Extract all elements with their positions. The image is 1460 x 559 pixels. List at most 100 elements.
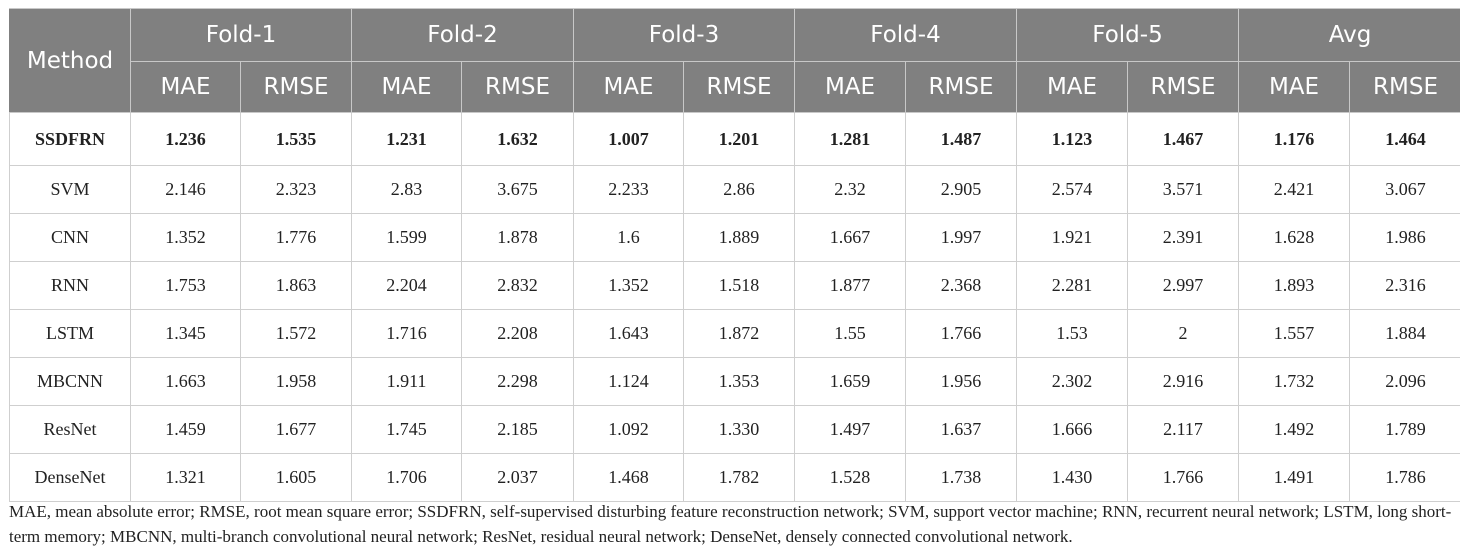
rmse-cell: 2.298 <box>461 357 574 406</box>
table-row: SSDFRN 1.236 1.535 1.231 1.632 1.007 1.201 1.28… <box>9 112 1460 166</box>
rmse-cell: 1.518 <box>683 261 795 310</box>
results-table-container: Method Fold-1 Fold-2 Fold-3 Fold-4 Fold-… <box>9 8 1460 502</box>
rmse-cell: 2.916 <box>1127 357 1239 406</box>
rmse-cell: 1.986 <box>1348 213 1460 262</box>
rmse-cell: 1.997 <box>905 213 1017 262</box>
mae-cell: 2.421 <box>1238 165 1350 214</box>
mae-cell: 1.352 <box>130 213 241 262</box>
rmse-cell: 2.905 <box>905 165 1017 214</box>
mae-cell: 1.492 <box>1238 405 1350 454</box>
rmse-cell: 1.464 <box>1348 112 1460 166</box>
rmse-cell: 1.632 <box>461 112 574 166</box>
mae-cell: 1.666 <box>1016 405 1128 454</box>
rmse-cell: 2.316 <box>1348 261 1460 310</box>
mae-cell: 2.32 <box>794 165 906 214</box>
table-row: ResNet 1.459 1.677 1.745 2.185 1.092 1.330 1.49… <box>9 405 1460 454</box>
mae-cell: 1.231 <box>351 112 462 166</box>
group-header-fold-4: Fold-4 <box>794 8 1017 62</box>
mae-cell: 1.321 <box>130 453 241 502</box>
rmse-cell: 2.368 <box>905 261 1017 310</box>
mae-cell: 1.921 <box>1016 213 1128 262</box>
table-header: Method Fold-1 Fold-2 Fold-3 Fold-4 Fold-… <box>9 8 1460 113</box>
mae-cell: 1.893 <box>1238 261 1350 310</box>
rmse-cell: 1.863 <box>240 261 352 310</box>
mae-cell: 1.663 <box>130 357 241 406</box>
rmse-cell: 2.997 <box>1127 261 1239 310</box>
mae-cell: 2.233 <box>573 165 684 214</box>
mae-cell: 1.667 <box>794 213 906 262</box>
rmse-cell: 1.353 <box>683 357 795 406</box>
mae-cell: 1.123 <box>1016 112 1128 166</box>
mae-cell: 1.643 <box>573 309 684 358</box>
subheader-rmse: RMSE <box>1127 61 1239 113</box>
mae-cell: 1.706 <box>351 453 462 502</box>
group-header-fold-2: Fold-2 <box>351 8 574 62</box>
mae-cell: 1.557 <box>1238 309 1350 358</box>
mae-cell: 1.53 <box>1016 309 1128 358</box>
mae-cell: 1.716 <box>351 309 462 358</box>
group-header-fold-1: Fold-1 <box>130 8 352 62</box>
method-cell: DenseNet <box>9 453 131 502</box>
subheader-rmse: RMSE <box>240 61 352 113</box>
rmse-cell: 1.872 <box>683 309 795 358</box>
mae-cell: 1.55 <box>794 309 906 358</box>
mae-cell: 1.528 <box>794 453 906 502</box>
rmse-cell: 1.201 <box>683 112 795 166</box>
mae-cell: 1.236 <box>130 112 241 166</box>
results-table: Method Fold-1 Fold-2 Fold-3 Fold-4 Fold-… <box>9 8 1460 502</box>
mae-cell: 2.204 <box>351 261 462 310</box>
mae-cell: 1.753 <box>130 261 241 310</box>
rmse-cell: 2.185 <box>461 405 574 454</box>
rmse-cell: 2.037 <box>461 453 574 502</box>
table-body: SSDFRN 1.236 1.535 1.231 1.632 1.007 1.201 1.28… <box>9 112 1460 502</box>
table-row: LSTM 1.345 1.572 1.716 2.208 1.643 1.872 1.55 1.… <box>9 309 1460 358</box>
rmse-cell: 1.535 <box>240 112 352 166</box>
mae-cell: 1.281 <box>794 112 906 166</box>
method-cell: MBCNN <box>9 357 131 406</box>
table-row: CNN 1.352 1.776 1.599 1.878 1.6 1.889 1.667 1.99… <box>9 213 1460 262</box>
rmse-cell: 3.067 <box>1348 165 1460 214</box>
rmse-cell: 1.878 <box>461 213 574 262</box>
table-row: RNN 1.753 1.863 2.204 2.832 1.352 1.518 1.877 2.… <box>9 261 1460 310</box>
table-row: DenseNet 1.321 1.605 1.706 2.037 1.468 1.782 1.… <box>9 453 1460 502</box>
rmse-cell: 1.958 <box>240 357 352 406</box>
mae-cell: 2.574 <box>1016 165 1128 214</box>
rmse-cell: 2.323 <box>240 165 352 214</box>
mae-cell: 1.124 <box>573 357 684 406</box>
group-header-fold-3: Fold-3 <box>573 8 795 62</box>
rmse-cell: 1.738 <box>905 453 1017 502</box>
subheader-mae: MAE <box>1238 61 1350 113</box>
mae-cell: 1.092 <box>573 405 684 454</box>
table-row: SVM 2.146 2.323 2.83 3.675 2.233 2.86 2.32 2.905… <box>9 165 1460 214</box>
mae-cell: 1.911 <box>351 357 462 406</box>
method-header: Method <box>9 8 131 113</box>
rmse-cell: 2.208 <box>461 309 574 358</box>
mae-cell: 1.732 <box>1238 357 1350 406</box>
subheader-mae: MAE <box>130 61 241 113</box>
rmse-cell: 1.776 <box>240 213 352 262</box>
mae-cell: 2.83 <box>351 165 462 214</box>
rmse-cell: 3.675 <box>461 165 574 214</box>
mae-cell: 1.459 <box>130 405 241 454</box>
mae-cell: 1.877 <box>794 261 906 310</box>
subheader-rmse: RMSE <box>905 61 1017 113</box>
subheader-rmse: RMSE <box>1348 61 1460 113</box>
rmse-cell: 1.467 <box>1127 112 1239 166</box>
mae-cell: 2.281 <box>1016 261 1128 310</box>
rmse-cell: 1.889 <box>683 213 795 262</box>
rmse-cell: 2.096 <box>1348 357 1460 406</box>
mae-cell: 1.352 <box>573 261 684 310</box>
group-header-avg: Avg <box>1237 8 1460 62</box>
rmse-cell: 1.884 <box>1348 309 1460 358</box>
rmse-cell: 1.605 <box>240 453 352 502</box>
method-cell: ResNet <box>9 405 131 454</box>
table-footnote: MAE, mean absolute error; RMSE, root mea… <box>9 502 1452 546</box>
rmse-cell: 2.117 <box>1127 405 1239 454</box>
mae-cell: 1.468 <box>573 453 684 502</box>
method-cell: SVM <box>9 165 131 214</box>
subheader-mae: MAE <box>351 61 462 113</box>
rmse-cell: 2.391 <box>1127 213 1239 262</box>
rmse-cell: 2.832 <box>461 261 574 310</box>
mae-cell: 1.345 <box>130 309 241 358</box>
mae-cell: 2.146 <box>130 165 241 214</box>
